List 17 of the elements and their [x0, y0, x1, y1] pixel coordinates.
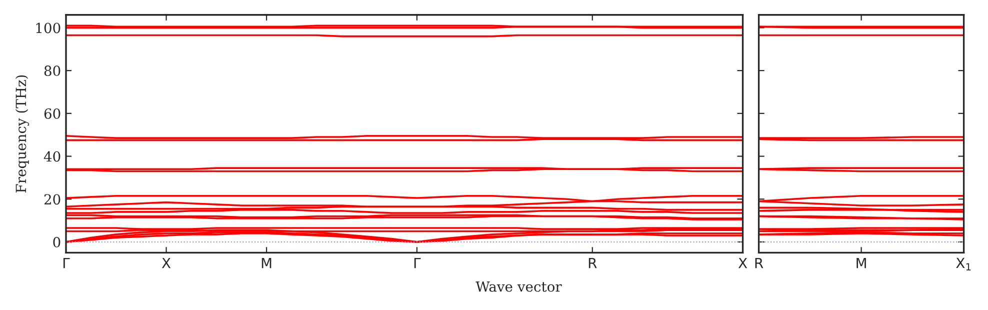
x-tick-label: X [162, 258, 171, 268]
y-tick-label: 20 [44, 194, 60, 205]
y-tick-label: 80 [44, 66, 60, 76]
y-tick-label: 40 [44, 151, 60, 162]
x-tick-label: M [856, 258, 866, 268]
y-tick-label: 100 [36, 22, 60, 34]
y-tick-label: 0 [53, 236, 60, 248]
x-tick-label: Γ [414, 258, 421, 268]
x-tick-label: Γ [63, 258, 70, 268]
y-tick-label: 60 [44, 108, 60, 119]
x-tick-label: X [738, 258, 748, 268]
y-axis-title: Frequency (THz) [15, 75, 30, 193]
x-axis-title: Wave vector [476, 281, 562, 292]
x-tick-label: R [588, 258, 597, 268]
x-tick-label: R [755, 258, 764, 268]
x-tick-label: M [262, 258, 272, 268]
x-tick-label: X$_{1}$ [956, 258, 971, 270]
